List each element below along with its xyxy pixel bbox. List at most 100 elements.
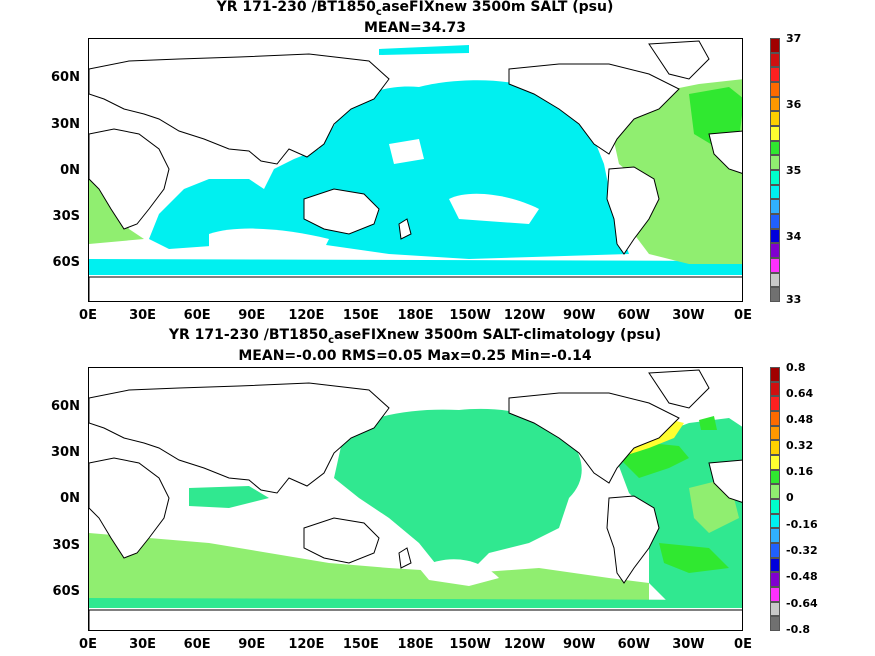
colorbar-swatch — [770, 52, 780, 68]
land-africa — [89, 457, 170, 559]
colorbar-swatch — [770, 81, 780, 97]
panel2-colorbar-label: -0.8 — [786, 623, 811, 636]
lon-tick-label: 120W — [503, 308, 546, 323]
lon-tick-label: 150W — [449, 308, 491, 323]
colorbar-swatch — [770, 484, 780, 499]
colorbar-swatch — [770, 184, 780, 200]
colorbar-swatch — [770, 140, 780, 156]
lon-tick-label: 150W — [449, 637, 491, 652]
panel2-lat-label: 30N — [51, 445, 80, 460]
lon-tick-label: 90W — [563, 308, 596, 323]
panel2-colorbar-label: -0.48 — [786, 570, 818, 583]
lon-tick-label: 30W — [672, 637, 705, 652]
colorbar-swatch — [770, 542, 780, 558]
panel2-lat-label: 60S — [52, 584, 80, 599]
land-eurasia — [89, 382, 390, 494]
lon-tick-label: 120E — [288, 308, 325, 323]
panel2-colorbar-label: -0.16 — [786, 518, 818, 531]
panel1-colorbar-label: 36 — [786, 98, 802, 111]
lon-tick-label: 180E — [397, 308, 434, 323]
land-australia — [303, 188, 380, 235]
lon-tick-label: 0E — [79, 637, 97, 652]
land-south-america — [606, 166, 660, 255]
panel2-colorbar-label: 0.16 — [786, 465, 814, 478]
panel1-colorbar-label: 37 — [786, 32, 802, 45]
lon-tick-label: 120W — [503, 637, 546, 652]
panel1-lat-label: 60S — [52, 255, 80, 270]
colorbar-swatch — [770, 616, 780, 631]
colorbar-swatch — [770, 243, 780, 258]
panel1-title: YR 171-230 /BT1850caseFIXnew 3500m SALT … — [216, 0, 614, 18]
panel1-map — [88, 38, 743, 302]
panel2-lat-label: 0N — [60, 491, 80, 506]
colorbar-swatch — [770, 111, 780, 126]
panel1-lat-label: 60N — [51, 70, 80, 85]
lon-tick-label: 90W — [563, 637, 596, 652]
lon-tick-label: 30W — [672, 308, 705, 323]
land-north-america — [508, 63, 680, 155]
colorbar-swatch — [770, 257, 780, 273]
panel1-lat-label: 30S — [52, 209, 80, 224]
panel2-colorbar-label: 0 — [786, 491, 794, 504]
panel2-colorbar-label: 0.64 — [786, 387, 814, 400]
colorbar-swatch — [770, 38, 780, 53]
panel1-colorbar-label: 34 — [786, 230, 802, 243]
panel2-map — [88, 367, 743, 631]
lon-tick-label: 0E — [734, 308, 752, 323]
land-antarctica — [89, 609, 742, 630]
lon-tick-label: 30E — [129, 308, 157, 323]
panel2-colorbar-label: -0.32 — [786, 544, 818, 557]
lon-tick-label: 180E — [397, 637, 434, 652]
land-australia — [303, 517, 380, 564]
panel2-lat-label: 60N — [51, 399, 80, 414]
panel1-colorbar-label: 35 — [786, 164, 802, 177]
land-africa — [89, 128, 170, 230]
colorbar-swatch — [770, 601, 780, 617]
panel2-title: YR 171-230 /BT1850caseFIXnew 3500m SALT-… — [168, 327, 662, 346]
panel1-colorbar-label: 33 — [786, 293, 802, 306]
colorbar-swatch — [770, 440, 780, 455]
lon-tick-label: 150E — [342, 308, 379, 323]
panel2-lat-label: 30S — [52, 538, 80, 553]
land-antarctica — [89, 276, 742, 301]
panel1-stats: MEAN=34.73 — [363, 20, 467, 36]
panel1-colorbar — [770, 38, 780, 302]
colorbar-swatch — [770, 228, 780, 244]
lon-tick-label: 60W — [617, 637, 651, 652]
land-north-america — [508, 392, 680, 484]
panel2-stats: MEAN=-0.00 RMS=0.05 Max=0.25 Min=-0.14 — [238, 348, 592, 364]
lon-tick-label: 150E — [342, 637, 379, 652]
colorbar-swatch — [770, 586, 780, 602]
colorbar-swatch — [770, 125, 780, 141]
colorbar-swatch — [770, 169, 780, 185]
lon-tick-label: 60E — [183, 308, 211, 323]
lon-tick-label: 90E — [238, 308, 266, 323]
diff-field-southern — [89, 533, 649, 603]
lon-tick-label: 30E — [129, 637, 157, 652]
panel1-lat-label: 0N — [60, 163, 80, 178]
colorbar-swatch — [770, 557, 780, 573]
colorbar-swatch — [770, 513, 780, 529]
colorbar-swatch — [770, 381, 780, 397]
lon-tick-label: 0E — [734, 637, 752, 652]
panel2-colorbar-label: 0.8 — [786, 361, 806, 374]
colorbar-swatch — [770, 396, 780, 411]
land-south-america — [606, 495, 660, 584]
colorbar-swatch — [770, 96, 780, 112]
colorbar-swatch — [770, 454, 780, 470]
panel2-colorbar-label: -0.64 — [786, 597, 818, 610]
lon-tick-label: 0E — [79, 308, 97, 323]
panel1-lat-label: 30N — [51, 117, 80, 132]
colorbar-swatch — [770, 410, 780, 426]
panel2-colorbar — [770, 367, 780, 631]
lon-tick-label: 120E — [288, 637, 325, 652]
colorbar-swatch — [770, 287, 780, 302]
colorbar-swatch — [770, 213, 780, 229]
colorbar-swatch — [770, 572, 780, 587]
panel2-colorbar-label: 0.48 — [786, 413, 814, 426]
colorbar-swatch — [770, 367, 780, 382]
colorbar-swatch — [770, 469, 780, 485]
colorbar-swatch — [770, 528, 780, 543]
colorbar-swatch — [770, 498, 780, 514]
colorbar-swatch — [770, 155, 780, 170]
